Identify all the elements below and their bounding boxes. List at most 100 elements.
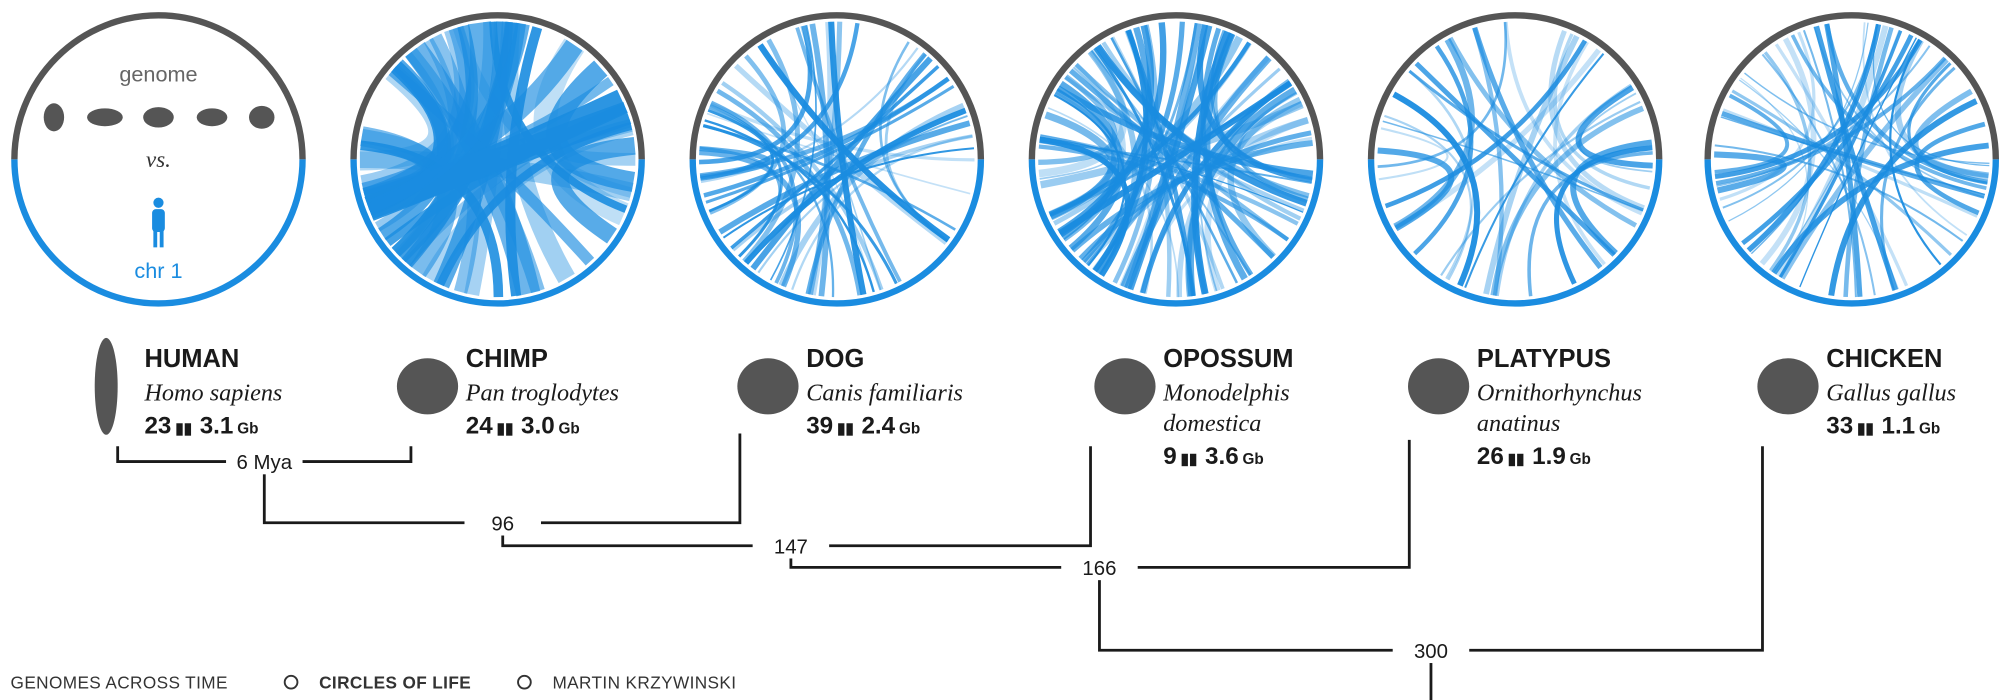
footer-title: CIRCLES OF LIFE — [319, 673, 471, 693]
ribbon — [730, 65, 940, 250]
ribbon — [1204, 117, 1309, 292]
chromosome-glyph: ▮▮ — [497, 421, 514, 438]
ribbon — [1074, 63, 1290, 242]
chromosome-arc — [350, 159, 645, 307]
genome-circle — [1028, 12, 1324, 307]
chromosome-arc — [1704, 159, 1999, 307]
ribbon — [1763, 51, 1812, 272]
genome-arc — [1704, 12, 1999, 160]
species-latin: Ornithorhynchus — [1477, 379, 1642, 406]
chromosome-arc — [11, 159, 306, 307]
ribbon — [1825, 23, 1988, 185]
species-latin: Homo sapiens — [143, 379, 282, 406]
footer: GENOMES ACROSS TIME CIRCLES OF LIFE MARTIN… — [11, 673, 736, 693]
species-stats: 39 ▮▮ 2.4 Gb — [806, 413, 920, 440]
species-card: OPOSSUM Monodelphis domestica 9 ▮▮ 3.6 Gb — [1094, 345, 1294, 470]
ribbon — [1090, 50, 1252, 276]
species-card: HUMAN Homo sapiens 23 ▮▮ 3.1 Gb — [94, 337, 282, 440]
ribbon — [721, 81, 884, 291]
genome-unit: Gb — [899, 421, 920, 438]
ribbon — [1714, 93, 1790, 174]
species-stats: 33 ▮▮ 1.1 Gb — [1826, 413, 1940, 440]
ribbon — [366, 22, 530, 214]
ribbon — [707, 108, 774, 213]
ribbon — [360, 140, 504, 298]
ribbon — [1448, 36, 1638, 228]
ribbon — [1095, 44, 1310, 199]
ribbon — [1824, 23, 1863, 297]
species-name: CHICKEN — [1826, 345, 1942, 373]
ribbon — [1191, 30, 1232, 295]
ribbon — [1058, 22, 1167, 238]
ribbon — [1802, 29, 1857, 298]
ribbon — [1527, 151, 1653, 297]
species-stats: 24 ▮▮ 3.0 Gb — [466, 413, 580, 440]
genome-size: 3.6 — [1205, 443, 1239, 470]
genome-unit: Gb — [237, 421, 258, 438]
ribbon — [1413, 44, 1474, 256]
node-label: 96 — [491, 513, 514, 535]
footer-sep — [517, 674, 532, 690]
legend-vs: vs. — [146, 147, 171, 172]
node-bg — [1061, 554, 1138, 581]
species-card: CHICKEN Gallus gallus 33 ▮▮ 1.1 Gb — [1757, 345, 1956, 440]
chromosome-arc — [1367, 159, 1663, 307]
legend-genome: genome — [119, 62, 197, 87]
chromosome-count: 33 — [1826, 413, 1853, 440]
ribbon — [1483, 34, 1580, 295]
ribbon — [704, 119, 875, 293]
node-bg — [752, 532, 830, 559]
footer-author: MARTIN KRZYWINSKI — [552, 673, 736, 693]
genome-circle — [1704, 12, 1999, 307]
chromosome-count: 23 — [144, 413, 171, 440]
species-latin: domestica — [1163, 410, 1261, 437]
ribbon — [1714, 144, 1964, 242]
ribbon — [750, 56, 933, 271]
ribbon — [1731, 89, 1953, 257]
species-card: CHIMP Pan troglodytes 24 ▮▮ 3.0 Gb — [396, 345, 619, 440]
genome-circle — [350, 12, 645, 307]
ribbon — [699, 149, 801, 288]
chromosome-glyph: ▮▮ — [175, 421, 192, 438]
genome-arc — [689, 12, 985, 160]
ribbon — [1570, 139, 1653, 256]
ribbon — [1746, 23, 1882, 253]
species-latin: Pan troglodytes — [465, 379, 619, 406]
species-icon — [396, 358, 459, 415]
species-name: HUMAN — [144, 345, 239, 373]
species-latin: Gallus gallus — [1826, 379, 1956, 406]
chromosome-count: 39 — [806, 413, 833, 440]
species-icon — [737, 358, 799, 415]
genome-size: 2.4 — [861, 413, 895, 440]
node-label: 300 — [1414, 641, 1448, 663]
ribbon — [1720, 116, 1986, 196]
tree — [116, 433, 1764, 700]
genome-size: 1.9 — [1532, 443, 1566, 470]
ribbon — [1759, 37, 1817, 266]
species-stats: 9 ▮▮ 3.6 Gb — [1163, 443, 1264, 470]
ribbon — [1408, 69, 1644, 212]
ribbon — [1880, 66, 1956, 292]
circles — [11, 12, 1999, 307]
ribbon — [1490, 105, 1645, 296]
genome-arc — [1028, 12, 1324, 160]
ribbon — [1774, 43, 1909, 287]
species-name: CHIMP — [466, 345, 548, 373]
ribbon — [710, 102, 975, 162]
species-icon — [94, 337, 118, 435]
node-bg — [1392, 637, 1470, 664]
node-label: 6 Mya — [237, 452, 293, 474]
ribbon — [1198, 32, 1231, 292]
node-bg — [226, 448, 303, 475]
genome-unit: Gb — [559, 421, 580, 438]
ribbon — [1186, 86, 1297, 297]
chromosome-count: 26 — [1477, 443, 1504, 470]
genome-circle — [11, 12, 306, 307]
genome-arc — [11, 12, 306, 160]
node-label: 147 — [774, 536, 808, 558]
node-bg — [464, 510, 541, 536]
species-card: PLATYPUS Ornithorhynchus anatinus 26 ▮▮ 1.9 Gb — [1408, 345, 1642, 470]
genome-circle — [689, 12, 985, 307]
ribbon — [1064, 75, 1305, 213]
